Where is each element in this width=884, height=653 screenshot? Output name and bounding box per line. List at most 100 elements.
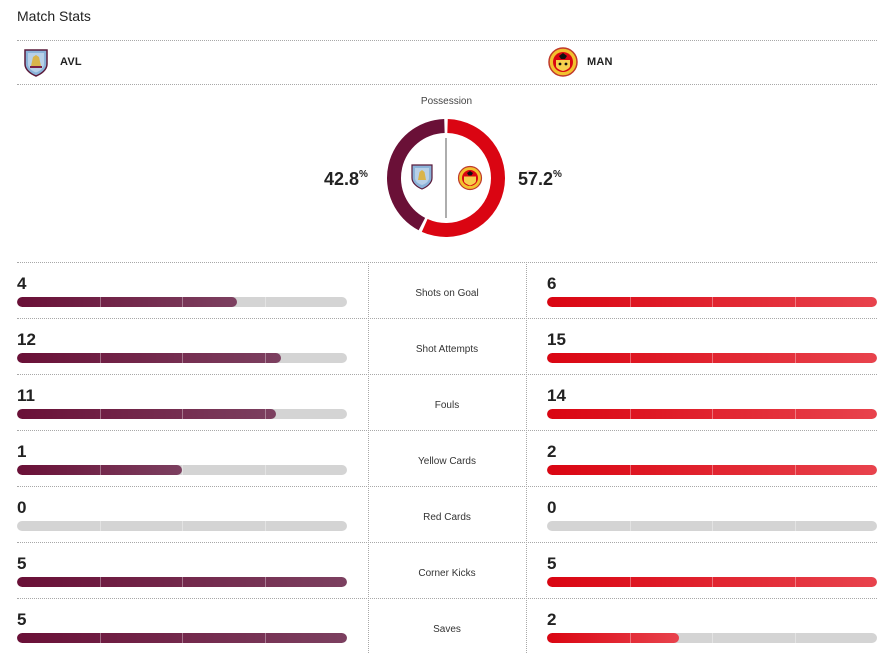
manchester-united-crest-icon [457, 165, 483, 191]
away-stat-bar [547, 353, 877, 363]
bar-segment-tick [264, 353, 266, 363]
stat-row: 5 Saves 2 [0, 600, 884, 653]
stat-row: 12 Shot Attempts 15 [0, 320, 884, 376]
away-stat-value: 2 [547, 442, 557, 461]
bar-segment-tick [712, 409, 713, 419]
possession-label: Possession [420, 96, 473, 107]
bar-segment-tick [264, 577, 266, 587]
stat-label: Yellow Cards [418, 456, 476, 467]
home-possession-arc [387, 119, 445, 231]
home-stat-value: 5 [17, 610, 27, 629]
home-stat-value: 1 [17, 442, 27, 461]
away-stat-bar [547, 577, 877, 587]
bar-segment-tick [629, 297, 631, 307]
away-stat-bar-fill [547, 577, 877, 587]
stat-row: 5 Corner Kicks 5 [0, 544, 884, 600]
away-stat-bar-fill [547, 633, 796, 643]
bar-segment-tick [629, 353, 631, 363]
divider [17, 318, 877, 319]
home-stat-bar [17, 577, 347, 587]
home-stat-bar [17, 465, 347, 475]
bar-segment-tick [264, 465, 266, 475]
divider [17, 84, 877, 85]
bar-segment-tick [794, 297, 796, 307]
away-stat-bar [547, 409, 877, 419]
divider [17, 374, 877, 375]
away-stat-value: 14 [547, 386, 566, 405]
bar-segment-tick [99, 297, 101, 307]
bar-segment-tick [712, 353, 713, 363]
home-stat-bar-fill [17, 409, 277, 419]
home-stat-bar-fill [17, 465, 266, 475]
home-stat-value: 0 [17, 498, 27, 517]
bar-segment-tick [182, 521, 183, 531]
bar-segment-tick [629, 521, 631, 531]
bar-segment-tick [794, 465, 796, 475]
home-stat-value: 4 [17, 274, 27, 293]
bar-segment-tick [182, 353, 183, 363]
stat-label: Shot Attempts [415, 344, 479, 355]
bar-segment-tick [99, 521, 101, 531]
home-stat-value: 5 [17, 554, 27, 573]
away-possession-arc [421, 119, 505, 237]
away-stat-value: 0 [547, 498, 557, 517]
stat-row: 0 Red Cards 0 [0, 488, 884, 544]
away-stat-bar-fill [547, 465, 877, 475]
bar-segment-tick [264, 521, 266, 531]
bar-segment-tick [99, 465, 101, 475]
away-stat-value: 2 [547, 610, 557, 629]
bar-segment-tick [794, 409, 796, 419]
stat-row: 11 Fouls 14 [0, 376, 884, 432]
home-stat-bar-fill [17, 577, 347, 587]
divider [17, 542, 877, 543]
bar-segment-tick [629, 409, 631, 419]
stat-label: Corner Kicks [418, 568, 476, 579]
away-stat-bar [547, 465, 877, 475]
bar-segment-tick [629, 465, 631, 475]
column-divider [526, 264, 527, 653]
home-stat-bar-fill [17, 633, 347, 643]
bar-segment-tick [629, 633, 631, 643]
bar-segment-tick [794, 353, 796, 363]
divider [17, 262, 877, 263]
bar-segment-tick [712, 633, 713, 643]
home-team-name: AVL [60, 56, 82, 68]
stat-label: Shots on Goal [415, 288, 479, 299]
stat-label: Fouls [434, 400, 460, 411]
bar-segment-tick [99, 353, 101, 363]
bar-segment-tick [182, 465, 183, 475]
away-team[interactable]: MAN [548, 47, 613, 77]
home-stat-bar [17, 297, 347, 307]
away-stat-value: 5 [547, 554, 557, 573]
away-stat-bar [547, 297, 877, 307]
divider [17, 598, 877, 599]
bar-segment-tick [712, 297, 713, 307]
home-stat-value: 12 [17, 330, 36, 349]
away-stat-bar-fill [547, 297, 877, 307]
home-stat-bar [17, 521, 347, 531]
bar-segment-tick [99, 577, 101, 587]
column-divider [368, 264, 369, 653]
home-possession-value: 42.8% [324, 169, 368, 189]
away-possession-value: 57.2% [518, 169, 562, 189]
bar-segment-tick [264, 297, 266, 307]
divider [17, 430, 877, 431]
home-team[interactable]: AVL [21, 47, 82, 77]
bar-segment-tick [794, 577, 796, 587]
home-stat-bar-fill [17, 297, 266, 307]
bar-segment-tick [712, 521, 713, 531]
bar-segment-tick [712, 577, 713, 587]
home-stat-bar [17, 633, 347, 643]
bar-segment-tick [99, 633, 101, 643]
manchester-united-crest-icon [548, 47, 578, 77]
stat-label: Saves [433, 624, 461, 635]
bar-segment-tick [182, 577, 183, 587]
bar-segment-tick [712, 465, 713, 475]
home-stat-bar-fill [17, 353, 281, 363]
bar-segment-tick [629, 577, 631, 587]
away-stat-value: 6 [547, 274, 557, 293]
bar-segment-tick [182, 633, 183, 643]
bar-segment-tick [182, 409, 183, 419]
stat-row: 4 Shots on Goal 6 [0, 264, 884, 320]
aston-villa-crest-icon [411, 164, 433, 190]
